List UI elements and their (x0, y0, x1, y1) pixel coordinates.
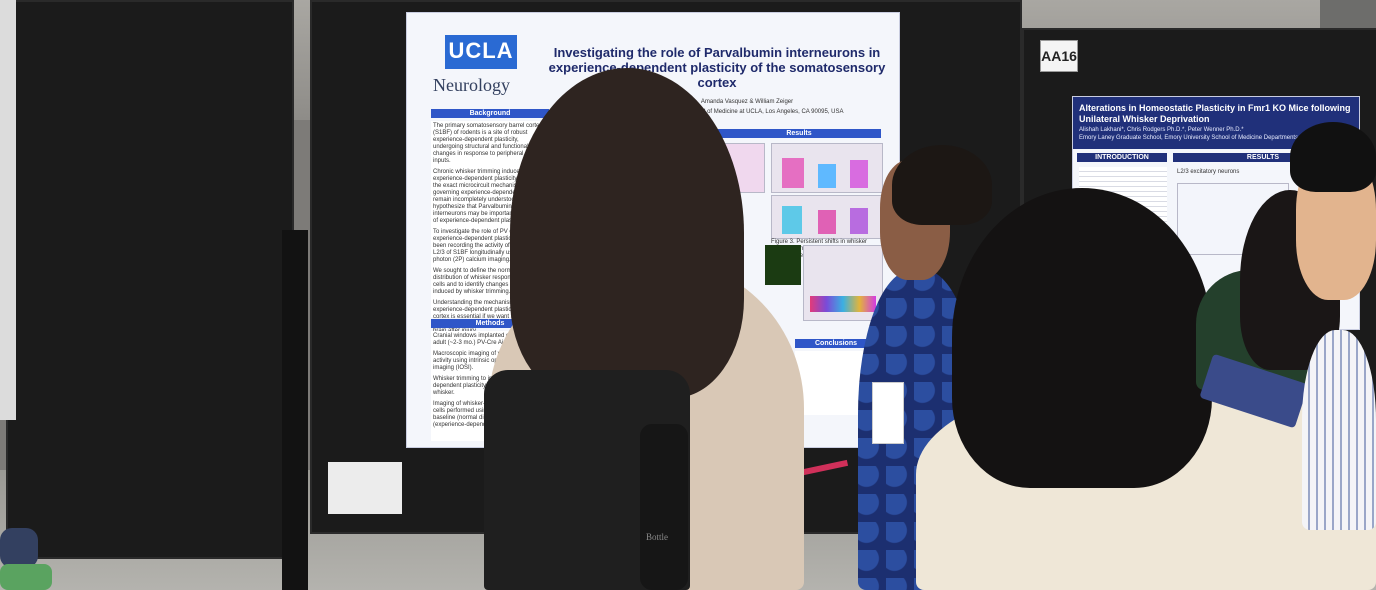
section-header-methods: Methods (431, 319, 549, 328)
background-point: To investigate the role of PV cells in e… (433, 229, 543, 263)
figure-bar (782, 206, 802, 234)
department-logo: Neurology (433, 75, 510, 95)
name-badge (872, 382, 904, 444)
background-point: We sought to define the normal spatial d… (433, 268, 545, 295)
bottle-brand-text: Bottle (646, 532, 668, 542)
section-header-results: Results (717, 129, 881, 138)
neighbour-poster-edge (0, 0, 16, 420)
chart-label: L2/3 excitatory neurons (1177, 169, 1240, 175)
figure-bar (818, 164, 836, 188)
results-figure-a (771, 143, 883, 193)
poster-authors: Alishah Lakhani*, Chris Rodgers Ph.D.*, … (1079, 127, 1244, 133)
background-point: The primary somatosensory barrel cortex … (433, 123, 547, 164)
section-header-results: RESULTS (1173, 153, 1353, 162)
methods-point: Cranial windows implanted over S1BF in a… (433, 333, 546, 346)
board-post (282, 230, 308, 590)
background-point: Chronic whisker trimming induces experie… (433, 169, 546, 224)
poster-authors: Amanda Vasquez & William Zeiger (700, 99, 794, 105)
background-column: The primary somatosensory barrel cortex … (431, 121, 549, 334)
section-header-introduction: INTRODUCTION (1077, 153, 1167, 162)
board-label-card (328, 462, 402, 514)
methods-point: Whisker trimming to induce experience-de… (433, 376, 539, 396)
poster-board-left (6, 0, 294, 559)
attendee-edge (0, 528, 38, 568)
section-header-conclusions: Conclusions (795, 339, 877, 348)
green-bag (0, 564, 52, 590)
attendee-long-hair (510, 68, 744, 398)
figure-bar (850, 160, 868, 188)
poster-affiliation: Emory Laney Graduate School, Emory Unive… (1079, 135, 1353, 141)
attendee-black-hair (952, 188, 1212, 488)
attendee-short-hair (1290, 122, 1376, 192)
results-figure-c (803, 245, 883, 321)
booth-number-label: AA16 (1040, 40, 1078, 72)
color-strip (810, 296, 876, 312)
section-header-background: Background (431, 109, 549, 118)
figure-bar (818, 210, 836, 234)
water-bottle: Bottle (640, 424, 688, 590)
figure-bar (850, 208, 868, 234)
ucla-logo: UCLA (445, 35, 517, 69)
attendee-striped-shirt (1302, 330, 1376, 530)
microscopy-image (765, 245, 801, 285)
presenter-hair (892, 145, 992, 225)
poster-affiliation: David Geffen School of Medicine at UCLA,… (650, 109, 844, 115)
methods-point: Macroscopic imaging of whisker-evoked ac… (433, 351, 540, 371)
poster-title: Alterations in Homeostatic Plasticity in… (1079, 103, 1351, 124)
results-figure-b (771, 195, 883, 239)
figure-bar (782, 158, 804, 188)
